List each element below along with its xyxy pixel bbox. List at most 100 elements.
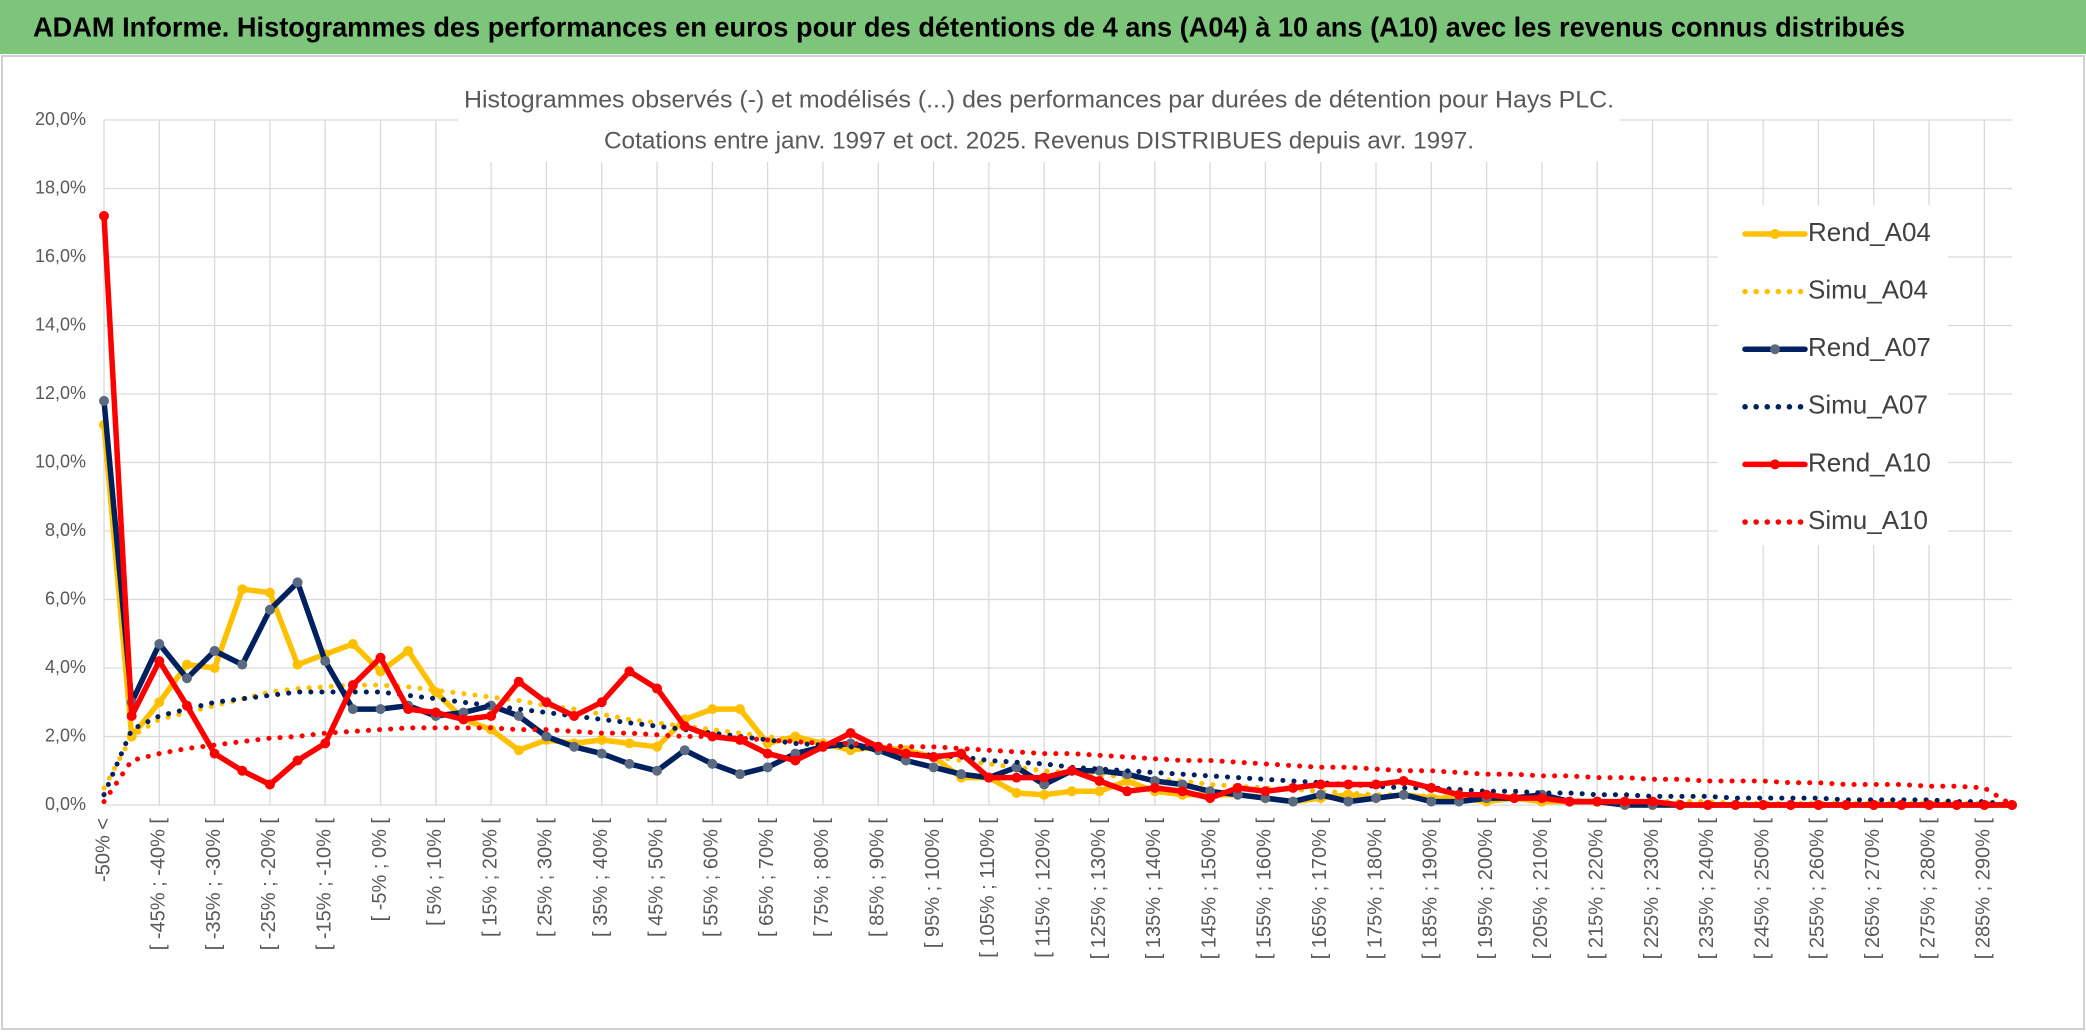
point-marker bbox=[1979, 800, 1990, 810]
point-marker bbox=[707, 704, 718, 715]
x-tick-label: [ 235% ; 240% [ bbox=[1696, 818, 1718, 960]
point-marker bbox=[1288, 782, 1299, 793]
x-tick-label: [ -45% ; -40% [ bbox=[148, 818, 170, 951]
point-marker bbox=[1343, 779, 1354, 790]
x-tick-label: [ 165% ; 170% [ bbox=[1309, 818, 1331, 960]
point-marker bbox=[1039, 772, 1050, 783]
point-marker bbox=[817, 741, 828, 752]
point-marker bbox=[707, 758, 718, 769]
point-marker bbox=[1371, 793, 1381, 804]
point-marker bbox=[1371, 779, 1381, 790]
x-tick-label: [ 65% ; 70% [ bbox=[756, 818, 778, 937]
point-marker bbox=[375, 652, 386, 663]
y-tick-label: 18,0% bbox=[35, 177, 86, 197]
point-marker bbox=[900, 755, 911, 766]
x-tick-label: [ -35% ; -30% [ bbox=[203, 818, 225, 951]
x-tick-label: [ 95% ; 100% [ bbox=[922, 818, 944, 949]
point-marker bbox=[569, 741, 580, 752]
point-marker bbox=[1149, 776, 1160, 787]
point-marker bbox=[790, 748, 801, 759]
x-tick-label: [ 15% ; 20% [ bbox=[479, 818, 501, 937]
point-marker bbox=[320, 656, 331, 667]
point-marker bbox=[1619, 796, 1630, 807]
y-tick-label: 0,0% bbox=[45, 794, 86, 814]
point-marker bbox=[1205, 786, 1216, 797]
x-tick-label: [ 45% ; 50% [ bbox=[645, 818, 667, 937]
legend: Rend_A04 Simu_A04 Rend_A07 Simu_A07 Rend_A10… bbox=[1742, 217, 1931, 535]
point-marker bbox=[1730, 800, 1741, 810]
point-marker bbox=[1039, 789, 1050, 800]
point-marker bbox=[541, 697, 552, 708]
point-marker bbox=[762, 738, 773, 749]
point-marker bbox=[1868, 800, 1879, 810]
x-tick-label: [ 5% ; 10% [ bbox=[424, 818, 446, 926]
point-marker bbox=[1785, 800, 1796, 810]
point-marker bbox=[1149, 782, 1160, 793]
point-marker bbox=[126, 710, 137, 721]
point-marker bbox=[430, 707, 441, 718]
legend-label: Simu_A10 bbox=[1808, 505, 1928, 535]
point-marker bbox=[375, 704, 386, 715]
point-marker bbox=[1509, 793, 1520, 804]
point-marker bbox=[237, 659, 248, 670]
point-marker bbox=[1177, 786, 1188, 797]
x-tick-label: [ 145% ; 150% [ bbox=[1198, 818, 1220, 960]
grid: 0,0% 2,0% 4,0% 6,0% 8,0% 10,0% 12,0% 14,0% 16,0%… bbox=[35, 109, 2012, 959]
point-marker bbox=[181, 700, 192, 711]
x-tick-label: [ 265% ; 270% [ bbox=[1862, 818, 1884, 960]
point-marker bbox=[99, 210, 109, 221]
point-marker bbox=[2007, 800, 2017, 810]
point-marker bbox=[652, 741, 663, 752]
legend-marker bbox=[1770, 344, 1780, 355]
x-tick-label: [ 245% ; 250% [ bbox=[1751, 818, 1773, 960]
point-marker bbox=[347, 704, 358, 715]
point-marker bbox=[1066, 765, 1077, 776]
point-marker bbox=[845, 728, 856, 739]
legend-bg bbox=[1718, 205, 1948, 545]
point-marker bbox=[1564, 796, 1575, 807]
point-marker bbox=[679, 721, 690, 732]
y-tick-label: 20,0% bbox=[35, 109, 86, 129]
x-tick-label: [ -25% ; -20% [ bbox=[258, 818, 280, 951]
point-marker bbox=[762, 748, 773, 759]
point-marker bbox=[1453, 796, 1464, 807]
point-marker bbox=[154, 639, 165, 650]
y-tick-label: 4,0% bbox=[45, 657, 86, 677]
point-marker bbox=[513, 676, 524, 687]
legend-label: Rend_A04 bbox=[1808, 217, 1931, 247]
y-tick-label: 10,0% bbox=[35, 451, 86, 471]
x-tick-label: [ 195% ; 200% [ bbox=[1475, 818, 1497, 960]
point-marker bbox=[513, 710, 524, 721]
point-marker bbox=[652, 765, 663, 776]
point-marker bbox=[264, 587, 275, 598]
point-marker bbox=[1288, 796, 1299, 807]
legend-label: Simu_A04 bbox=[1808, 274, 1928, 304]
x-tick-label: [ 115% ; 120% [ bbox=[1032, 818, 1054, 958]
series-line bbox=[101, 689, 2015, 808]
x-tick-label: [ 75% ; 80% [ bbox=[811, 818, 833, 937]
point-marker bbox=[99, 395, 109, 406]
x-tick-label: [ 135% ; 140% [ bbox=[1143, 818, 1165, 960]
point-marker bbox=[154, 697, 165, 708]
point-marker bbox=[347, 680, 358, 691]
point-marker bbox=[541, 731, 552, 742]
point-marker bbox=[1426, 782, 1437, 793]
y-tick-label: 8,0% bbox=[45, 520, 86, 540]
point-marker bbox=[1011, 772, 1022, 783]
point-marker bbox=[762, 762, 773, 773]
point-marker bbox=[264, 604, 275, 615]
point-marker bbox=[1177, 779, 1188, 790]
point-marker bbox=[1066, 786, 1077, 797]
point-marker bbox=[1260, 793, 1271, 804]
point-marker bbox=[900, 748, 911, 759]
point-marker bbox=[596, 748, 607, 759]
legend-marker bbox=[1770, 459, 1780, 470]
legend-label: Simu_A07 bbox=[1808, 390, 1928, 420]
point-marker bbox=[181, 659, 192, 670]
x-tick-label: [ 175% ; 180% [ bbox=[1364, 818, 1386, 960]
point-marker bbox=[209, 663, 220, 673]
y-tick-label: 14,0% bbox=[35, 314, 86, 334]
plot bbox=[99, 210, 2017, 810]
point-marker bbox=[735, 704, 745, 715]
